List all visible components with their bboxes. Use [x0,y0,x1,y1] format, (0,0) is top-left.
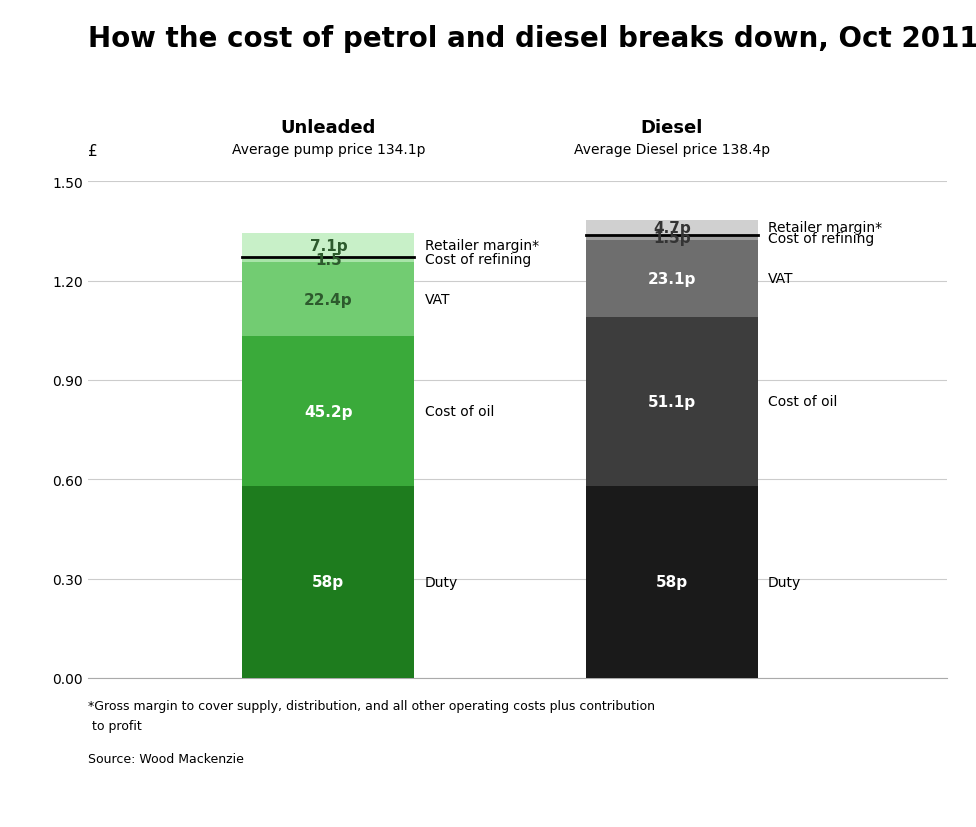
Text: Retailer margin*: Retailer margin* [425,239,539,253]
Text: Duty: Duty [425,576,458,589]
Bar [586,236,757,241]
Bar [242,486,414,678]
Text: 51.1p: 51.1p [648,394,696,409]
Text: 7.1p: 7.1p [309,238,347,253]
Text: Cost of oil: Cost of oil [425,404,494,418]
Bar [242,258,414,263]
Text: 58p: 58p [312,575,345,590]
Text: Cost of refining: Cost of refining [425,253,531,267]
Bar [586,241,757,318]
Text: VAT: VAT [425,293,450,307]
Bar [586,220,757,236]
Text: £: £ [88,144,98,159]
Text: 22.4p: 22.4p [304,292,352,307]
Text: 4.7p: 4.7p [653,221,691,236]
Text: Average Diesel price 138.4p: Average Diesel price 138.4p [574,143,770,157]
Text: 45.2p: 45.2p [305,404,352,419]
Text: Average pump price 134.1p: Average pump price 134.1p [231,143,426,157]
Bar [586,486,757,678]
Text: Diesel: Diesel [640,118,703,136]
Bar [586,318,757,486]
Text: How the cost of petrol and diesel breaks down, Oct 2011: How the cost of petrol and diesel breaks… [88,25,976,53]
Text: 58p: 58p [656,575,688,590]
Text: Unleaded: Unleaded [281,118,376,136]
Text: 23.1p: 23.1p [648,271,696,286]
Text: 1.5p: 1.5p [653,231,691,246]
Text: 1.5: 1.5 [315,253,342,268]
Bar [242,337,414,486]
Text: Cost of refining: Cost of refining [768,232,874,246]
Text: VAT: VAT [768,272,793,286]
Text: Retailer margin*: Retailer margin* [768,221,882,235]
Text: Cost of oil: Cost of oil [768,394,837,409]
Text: *Gross margin to cover supply, distribution, and all other operating costs plus : *Gross margin to cover supply, distribut… [88,699,655,712]
Text: to profit: to profit [88,719,142,733]
Bar [242,263,414,337]
Bar [242,234,414,258]
Text: Source: Wood Mackenzie: Source: Wood Mackenzie [88,753,244,766]
Text: Duty: Duty [768,576,801,589]
